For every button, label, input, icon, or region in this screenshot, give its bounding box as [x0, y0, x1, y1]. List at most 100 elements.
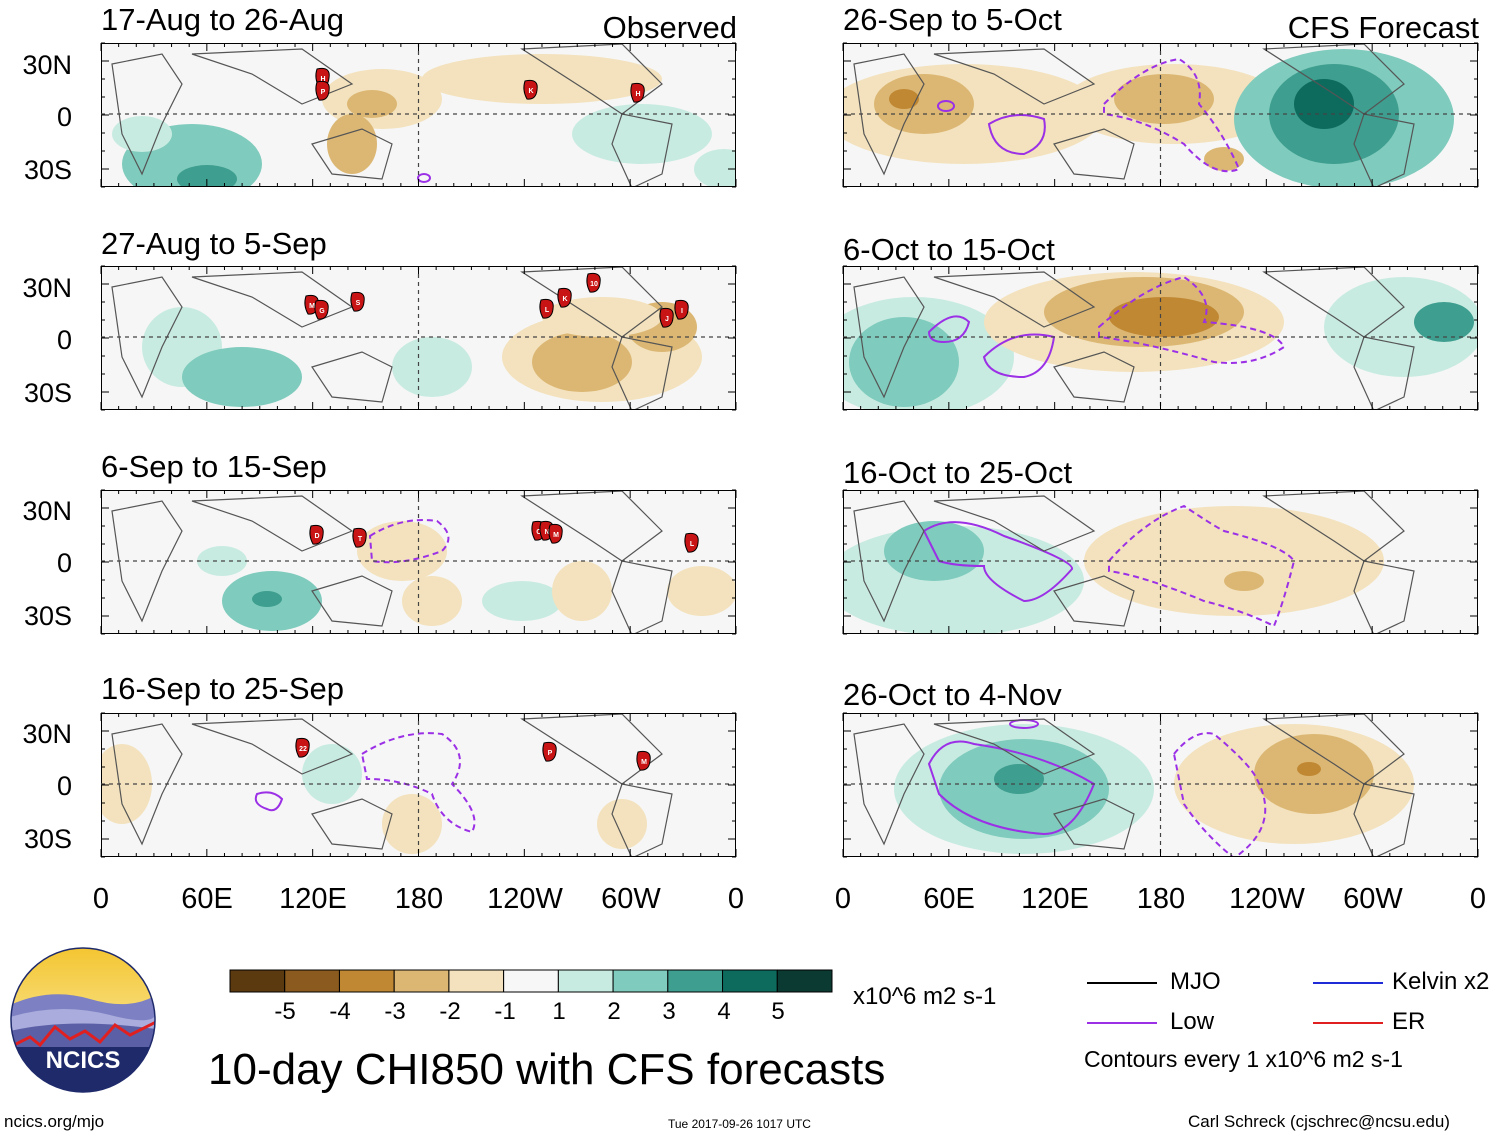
map-panel-6-svg — [844, 267, 1477, 409]
lon-label: 180 — [1136, 883, 1186, 915]
storm-marker-label: K — [562, 296, 567, 303]
anomaly-strong-negative-region — [1109, 297, 1219, 337]
anomaly-negative-region — [1204, 147, 1244, 171]
coastline — [1353, 336, 1415, 409]
legend-er-label: ER — [1392, 1008, 1426, 1035]
storm-marker: S — [350, 291, 365, 312]
coastline — [933, 48, 1096, 105]
lon-label: 0 — [834, 883, 852, 915]
anomaly-weak-positive-region — [572, 104, 712, 164]
panel-title-6: 6-Oct to 15-Oct — [843, 232, 1055, 267]
colorbar-cell — [612, 969, 669, 993]
storm-marker-label: O — [536, 529, 542, 536]
anomaly-weak-negative-region — [542, 297, 662, 337]
low-contour-dashed — [360, 732, 476, 834]
map-panel-1 — [101, 43, 736, 187]
coastline — [311, 798, 393, 850]
storm-marker-label: N — [544, 529, 549, 536]
anomaly-negative-region — [347, 90, 397, 118]
map-panel-3-svg — [111, 491, 735, 633]
timestamp: Tue 2017-09-26 1017 UTC — [668, 1117, 811, 1131]
storm-marker-shape — [557, 287, 572, 308]
storm-marker-shape — [350, 291, 365, 312]
coastline — [191, 718, 354, 775]
colorbar-tick: 5 — [771, 998, 785, 1025]
lat-label-30s: 30S — [23, 601, 72, 631]
storm-marker: P — [542, 741, 557, 762]
legend-low-line — [1087, 1022, 1157, 1024]
coastline — [1262, 44, 1405, 115]
low-contour — [417, 173, 431, 183]
storm-marker-shape — [309, 524, 324, 545]
coastline — [111, 53, 183, 176]
site-url[interactable]: ncics.org/mjo — [4, 1112, 105, 1131]
storm-marker: M — [636, 750, 651, 771]
panel-title-8: 26-Oct to 4-Nov — [843, 677, 1062, 712]
coastline — [933, 718, 1096, 775]
coastline — [853, 276, 925, 399]
anomaly-weak-positive-region — [482, 581, 562, 621]
lon-label: 120W — [487, 883, 563, 915]
coastline — [520, 267, 663, 338]
panel-title-7: 16-Oct to 25-Oct — [843, 455, 1073, 490]
legend-mjo-label: MJO — [1170, 968, 1221, 995]
storm-marker-label: D — [314, 533, 319, 540]
anomaly-negative-region — [874, 74, 974, 134]
colorbar-units: x10^6 m2 s-1 — [853, 983, 997, 1010]
lat-label-eq: 0 — [56, 771, 72, 801]
coastline — [611, 560, 673, 633]
low-contour — [922, 521, 1073, 603]
storm-marker-label: M — [553, 532, 559, 539]
colorbar-cell — [667, 969, 724, 993]
coastline — [933, 271, 1096, 328]
anomaly-strong-positive-region — [994, 764, 1044, 794]
low-contour-dashed — [368, 519, 450, 564]
anomaly-weak-positive-region — [694, 149, 735, 186]
storm-marker: G — [314, 299, 329, 320]
anomaly-strong-positive-region — [252, 591, 282, 607]
storm-marker-shape — [548, 523, 563, 544]
colorbar-cell — [284, 969, 340, 993]
lat-label-30s: 30S — [23, 155, 72, 185]
storm-marker-shape — [315, 80, 330, 101]
storm-marker-shape — [523, 79, 538, 100]
low-contour — [937, 100, 955, 112]
storm-marker-label: G — [319, 308, 325, 315]
lat-label-eq: 0 — [56, 325, 72, 355]
storm-marker: 10 — [586, 272, 601, 293]
lon-label: 60W — [601, 883, 661, 915]
grid-layer — [100, 42, 1479, 858]
storm-marker: H — [630, 82, 645, 103]
storm-marker-label: S — [356, 300, 361, 307]
coastline — [853, 500, 925, 623]
lon-label: 60E — [181, 883, 233, 915]
panel-title-5: 26-Sep to 5-Oct — [843, 2, 1062, 37]
colorbar-cell — [338, 969, 395, 993]
storm-marker: J — [659, 307, 674, 328]
lat-label-30s: 30S — [23, 824, 72, 854]
lat-label-30s: 30S — [23, 378, 72, 408]
storm-marker-label: L — [545, 307, 550, 314]
coastline — [933, 495, 1096, 552]
coastline — [1262, 714, 1405, 785]
lat-label-30n: 30N — [22, 50, 72, 80]
storm-marker-shape — [352, 527, 367, 548]
colorbar-tick: -3 — [384, 998, 406, 1025]
storm-marker-shape — [539, 298, 554, 319]
coastline — [311, 351, 393, 403]
low-contour — [987, 114, 1046, 156]
colorbar-tick: -1 — [494, 998, 516, 1025]
coastline — [191, 271, 354, 328]
storm-marker-label: T — [358, 536, 363, 543]
coastline — [191, 495, 354, 552]
anomaly-weak-negative-region — [1084, 506, 1384, 616]
storm-marker-label: 22 — [299, 746, 307, 753]
low-contour-dashed — [1098, 275, 1286, 364]
lat-label-30n: 30N — [22, 719, 72, 749]
legend-mjo-line — [1087, 982, 1157, 984]
contour-note: Contours every 1 x10^6 m2 s-1 — [1084, 1046, 1403, 1072]
coastline — [111, 723, 183, 846]
anomaly-weak-positive-region — [392, 337, 472, 397]
anomaly-strong-negative-region — [889, 89, 919, 109]
lon-label: 60E — [923, 883, 975, 915]
